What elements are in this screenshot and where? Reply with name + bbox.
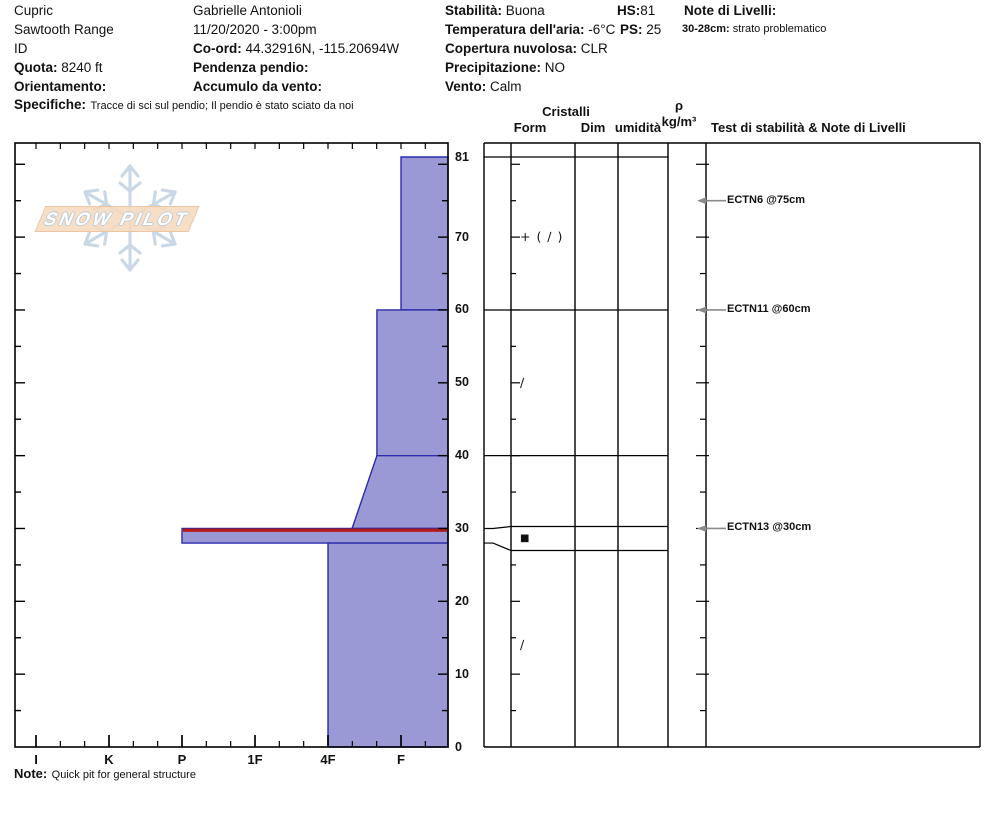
- note-livelli-label: Note di Livelli:: [684, 3, 777, 18]
- test-arrows: [697, 197, 726, 532]
- hardness-axis-label: F: [397, 752, 405, 767]
- depth-axis-label: 30: [455, 520, 469, 535]
- depth-axis-label: 20: [455, 593, 469, 608]
- rho-column-header: ρ: [674, 98, 684, 113]
- depth-axis-label: 0: [455, 739, 462, 754]
- stability-test-label: ECTN11 @60cm: [727, 302, 811, 315]
- precipitazione-value: NO: [544, 60, 566, 75]
- coord-value: 44.32916N, -115.20694W: [245, 41, 400, 56]
- observer-name: Gabrielle Antonioli: [193, 3, 302, 18]
- form-column-header: Form: [513, 120, 547, 135]
- ps-line: PS: 25: [620, 22, 661, 37]
- depth-axis-label: 60: [455, 302, 469, 317]
- pendenza-label: Pendenza pendio:: [193, 60, 309, 75]
- vento-label: Vento:: [445, 79, 487, 94]
- temperatura-label: Temperatura dell'aria:: [445, 22, 585, 37]
- plot-ticks: [15, 143, 448, 747]
- temperatura-line: Temperatura dell'aria: -6°C: [445, 22, 615, 37]
- bottom-note-text: Quick pit for general structure: [51, 769, 196, 781]
- quota-line: Quota: 8240 ft: [14, 60, 103, 75]
- cristalli-header: Cristalli: [542, 104, 590, 119]
- note-livelli-range: 30-28cm:: [682, 23, 730, 35]
- orientamento-label: Orientamento:: [14, 79, 107, 94]
- hardness-axis-label: K: [104, 752, 114, 767]
- snow-profile-layers: [181, 156, 449, 748]
- range-name: Sawtooth Range: [14, 22, 114, 37]
- site-name: Cupric: [14, 3, 54, 18]
- hardness-axis-label: P: [177, 752, 187, 767]
- precipitazione-label: Precipitazione:: [445, 60, 542, 75]
- pit-datetime: 11/20/2020 - 3:00pm: [193, 22, 317, 37]
- precipitazione-line: Precipitazione: NO: [445, 60, 565, 75]
- hardness-axis-label: 1F: [247, 752, 263, 767]
- bottom-note: Note: Quick pit for general structure: [14, 765, 196, 783]
- quota-value: 8240 ft: [61, 60, 103, 75]
- hs-value: 81: [640, 3, 656, 18]
- ps-label: PS:: [620, 22, 643, 37]
- coord-label: Co-ord:: [193, 41, 242, 56]
- vento-value: Calm: [490, 79, 522, 94]
- depth-axis-label: 70: [455, 229, 469, 244]
- panel-grid: [483, 142, 981, 748]
- copertura-line: Copertura nuvolosa: CLR: [445, 41, 608, 56]
- stabilita-label: Stabilità:: [445, 3, 503, 18]
- vento-line: Vento: Calm: [445, 79, 522, 94]
- hs-line: HS:81: [617, 3, 655, 18]
- hardness-axis-label: 4F: [320, 752, 336, 767]
- specifiche-line: Specifiche: Tracce di sci sul pendio; Il…: [14, 96, 354, 114]
- specifiche-label: Specifiche:: [14, 97, 87, 112]
- plot-border: [14, 142, 449, 748]
- stability-test-label: ECTN13 @30cm: [727, 521, 812, 534]
- hardness-axis-label: I: [34, 752, 38, 767]
- ps-value: 25: [646, 22, 662, 37]
- coord-line: Co-ord: 44.32916N, -115.20694W: [193, 41, 399, 56]
- depth-axis-label: 50: [455, 375, 469, 390]
- test-column-header: Test di stabilità & Note di Livelli: [711, 120, 906, 135]
- dim-column-header: Dim: [580, 120, 606, 135]
- note-livelli-line: 30-28cm: strato problematico: [682, 23, 826, 36]
- copertura-value: CLR: [580, 41, 608, 56]
- accumulo-label: Accumulo da vento:: [193, 79, 323, 94]
- copertura-label: Copertura nuvolosa:: [445, 41, 578, 56]
- quota-label: Quota:: [14, 60, 58, 75]
- hs-label: HS:: [617, 3, 641, 18]
- temperatura-value: -6°C: [588, 22, 616, 37]
- grain-form-symbol: + ( ∕ ): [520, 229, 564, 245]
- umidita-column-header: umidità: [614, 120, 662, 135]
- depth-axis-label: 40: [455, 448, 469, 463]
- stabilita-value: Buona: [505, 3, 545, 18]
- depth-axis-label: 81: [455, 149, 469, 164]
- bottom-note-label: Note:: [14, 766, 48, 781]
- note-livelli-text: strato problematico: [732, 23, 827, 35]
- grain-form-symbol: ■: [520, 532, 530, 544]
- rho-unit-header: kg/m³: [661, 114, 697, 129]
- grain-form-symbol: ∕: [520, 374, 526, 390]
- depth-axis-label: 10: [455, 666, 469, 681]
- stabilita-line: Stabilità: Buona: [445, 3, 545, 18]
- state-name: ID: [14, 41, 28, 56]
- specifiche-value: Tracce di sci sul pendio; Il pendio è st…: [90, 100, 354, 112]
- grain-form-symbol: ∕: [520, 637, 526, 653]
- stability-test-label: ECTN6 @75cm: [727, 193, 805, 206]
